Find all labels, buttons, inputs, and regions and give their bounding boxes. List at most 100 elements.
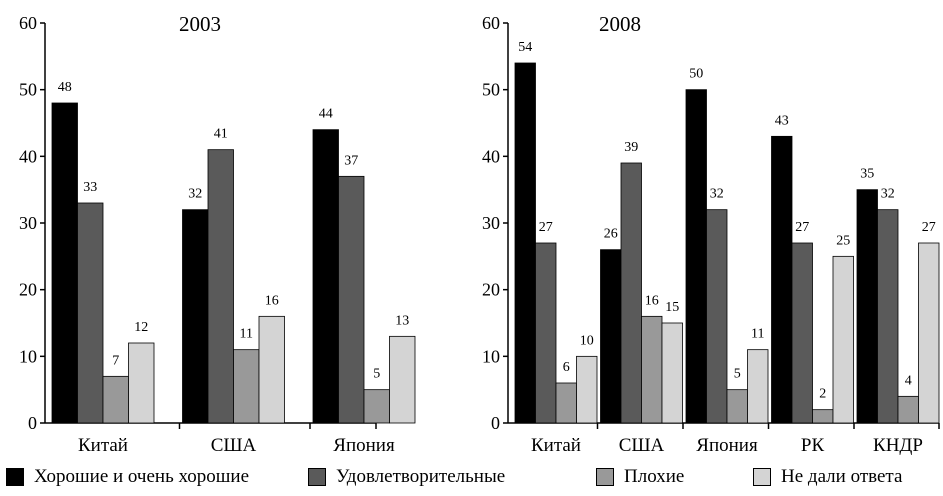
charts-svg: 200301020304050604833712Китай32411116США…: [19, 12, 940, 456]
chart-2008-data-label: 27: [539, 220, 553, 235]
chart-2008-y-tick-label: 10: [482, 346, 500, 366]
chart-2008-y-tick-label: 60: [482, 13, 500, 33]
chart-2008-bar: [706, 209, 728, 424]
legend-label-no-answer: Не дали ответа: [781, 466, 903, 487]
chart-2003-y-tick-label: 0: [28, 413, 37, 433]
chart-2008-bar: [535, 242, 557, 424]
chart-2003-bar: [258, 315, 285, 424]
chart-2008-bar: [726, 389, 748, 424]
chart-2008-bar: [641, 315, 663, 424]
chart-2008-data-label: 15: [665, 300, 679, 315]
legend: Хорошие и очень хорошие Удовлетворительн…: [0, 466, 943, 496]
chart-2008-y-tick-label: 30: [482, 213, 500, 233]
chart-2003-data-label: 11: [240, 327, 253, 342]
chart-2003-data-label: 37: [344, 153, 358, 168]
legend-item-good: Хорошие и очень хорошие: [6, 466, 249, 488]
legend-label-bad: Плохие: [624, 466, 685, 487]
chart-2003-bar: [312, 129, 339, 424]
chart-2008-bar: [832, 255, 854, 424]
chart-2008-data-label: 54: [518, 40, 532, 55]
chart-2003-y-tick-label: 40: [19, 146, 37, 166]
chart-2008-y-tick-label: 20: [482, 280, 500, 300]
chart-2003-data-label: 33: [83, 180, 97, 195]
chart-2008-bar: [918, 242, 940, 424]
chart-2003-bar: [102, 375, 129, 424]
chart-2008-data-label: 11: [751, 327, 764, 342]
chart-2008-data-label: 6: [563, 360, 570, 375]
chart-2003-data-label: 12: [134, 320, 148, 335]
chart-2008-bar: [856, 189, 878, 424]
legend-item-no-answer: Не дали ответа: [753, 466, 902, 488]
chart-2008-bar: [747, 349, 769, 424]
chart-2003-data-label: 41: [214, 127, 228, 142]
chart-2008-y-tick-label: 0: [491, 413, 500, 433]
chart-2008-y-tick-label: 40: [482, 146, 500, 166]
chart-2008-data-label: 27: [795, 220, 809, 235]
legend-swatch-no-answer: [753, 468, 771, 486]
chart-2003-category-label: Китай: [78, 435, 128, 456]
chart-2003-title: 2003: [179, 12, 221, 36]
chart-2003-data-label: 32: [188, 187, 202, 202]
legend-swatch-good: [6, 468, 24, 486]
chart-2008-data-label: 27: [922, 220, 936, 235]
chart-2008-data-label: 50: [689, 67, 703, 82]
chart-2003-bar: [51, 102, 78, 424]
chart-2003-data-label: 7: [112, 353, 119, 368]
legend-swatch-satisfactory: [308, 468, 326, 486]
chart-2008-category-label: США: [619, 435, 665, 456]
chart-2003-bar: [128, 342, 155, 424]
chart-2008-bar: [812, 409, 834, 424]
chart-2008-bar: [897, 395, 919, 424]
chart-2008-bar: [791, 242, 813, 424]
chart-2003-bar: [77, 202, 104, 424]
chart-2003-category-label: США: [211, 435, 257, 456]
chart-2003-data-label: 13: [395, 313, 409, 328]
chart-2008-data-label: 16: [645, 293, 659, 308]
chart-2008-bar: [600, 249, 622, 424]
chart-2003-bar: [338, 175, 365, 424]
chart-2003-bar: [207, 149, 234, 424]
chart-2008-data-label: 39: [624, 140, 638, 155]
legend-swatch-bad: [596, 468, 614, 486]
chart-2003-bar: [389, 335, 416, 424]
chart-2008-bar: [576, 355, 598, 424]
chart-2008-data-label: 32: [710, 187, 724, 202]
chart-2003-data-label: 44: [319, 107, 333, 122]
chart-2008-data-label: 26: [604, 227, 618, 242]
chart-2008-bar: [685, 89, 707, 424]
chart-2003-y-tick-label: 60: [19, 13, 37, 33]
chart-2003-data-label: 16: [265, 293, 279, 308]
chart-2008-category-label: Япония: [696, 435, 758, 456]
chart-2008-bar: [555, 382, 577, 424]
chart-2008-category-label: Китай: [531, 435, 581, 456]
chart-2008-data-label: 43: [775, 113, 789, 128]
chart-2008-title: 2008: [599, 12, 641, 36]
chart-2003-y-tick-label: 30: [19, 213, 37, 233]
chart-2008-data-label: 35: [860, 167, 874, 182]
chart-2003-category-label: Япония: [333, 435, 395, 456]
chart-2008-y-tick-label: 50: [482, 80, 500, 100]
chart-2003-bar: [233, 349, 260, 424]
chart-2003-bar: [363, 389, 390, 424]
chart-2008-data-label: 10: [580, 333, 594, 348]
legend-item-bad: Плохие: [596, 466, 684, 488]
legend-label-good: Хорошие и очень хорошие: [34, 466, 250, 487]
legend-item-satisfactory: Удовлетворительные: [308, 466, 505, 488]
chart-2003-y-tick-label: 20: [19, 280, 37, 300]
legend-label-satisfactory: Удовлетворительные: [336, 466, 506, 487]
chart-2008-bar: [877, 209, 899, 424]
chart-2003-data-label: 5: [373, 367, 380, 382]
chart-2008-data-label: 25: [836, 233, 850, 248]
chart-2008-bar: [620, 162, 642, 424]
chart-2008-category-label: КНДР: [873, 435, 923, 456]
chart-2008-bar: [514, 62, 536, 424]
chart-2003-bar: [182, 209, 209, 424]
chart-2008-data-label: 5: [734, 367, 741, 382]
chart-2003-y-tick-label: 10: [19, 346, 37, 366]
chart-2008-data-label: 2: [819, 387, 826, 402]
chart-2008-category-label: РК: [801, 435, 825, 456]
chart-2003-data-label: 48: [58, 80, 72, 95]
chart-2008-bar: [661, 322, 683, 424]
chart-2008-bar: [771, 135, 793, 424]
chart-2008-data-label: 4: [905, 373, 912, 388]
